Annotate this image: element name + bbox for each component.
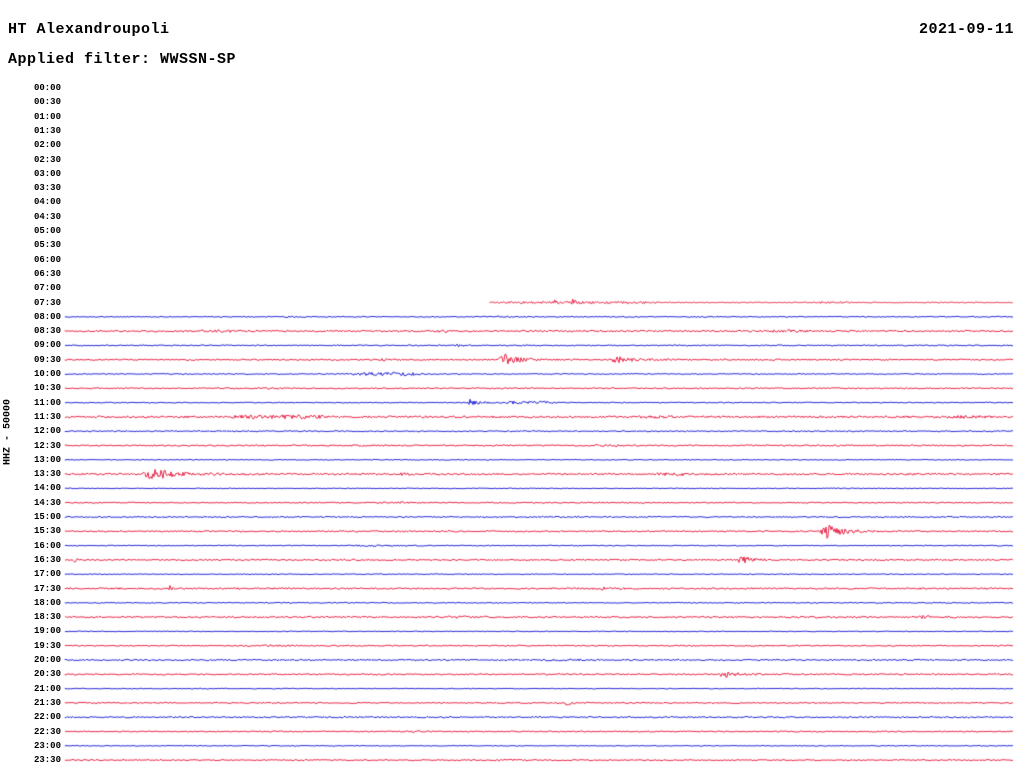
time-label: 00:00 (33, 83, 61, 93)
time-label: 17:30 (33, 584, 61, 594)
time-label: 08:00 (33, 312, 61, 322)
time-label: 14:30 (33, 498, 61, 508)
time-label: 17:00 (33, 569, 61, 579)
time-label: 20:30 (33, 669, 61, 679)
filter-label: Applied filter: WWSSN-SP (8, 51, 237, 68)
time-label: 13:30 (33, 469, 61, 479)
time-label: 02:00 (33, 140, 61, 150)
time-label: 02:30 (33, 155, 61, 165)
time-label: 03:00 (33, 169, 61, 179)
time-label: 06:00 (33, 255, 61, 265)
time-label: 21:00 (33, 684, 61, 694)
time-label: 00:30 (33, 97, 61, 107)
time-label: 10:30 (33, 383, 61, 393)
time-label: 09:30 (33, 355, 61, 365)
time-label: 23:30 (33, 755, 61, 765)
time-label: 01:30 (33, 126, 61, 136)
time-label: 05:00 (33, 226, 61, 236)
date-label: 2021-09-11 (918, 21, 1014, 38)
time-label: 13:00 (33, 455, 61, 465)
time-label: 11:30 (33, 412, 61, 422)
time-label: 23:00 (33, 741, 61, 751)
time-label: 16:30 (33, 555, 61, 565)
time-label: 07:30 (33, 298, 61, 308)
time-label: 10:00 (33, 369, 61, 379)
time-label: 15:00 (33, 512, 61, 522)
time-label: 18:30 (33, 612, 61, 622)
time-label: 04:30 (33, 212, 61, 222)
station-title: HT Alexandroupoli (8, 21, 170, 38)
time-label: 07:00 (33, 283, 61, 293)
time-label: 22:30 (33, 727, 61, 737)
time-label: 06:30 (33, 269, 61, 279)
time-label: 18:00 (33, 598, 61, 608)
time-label: 08:30 (33, 326, 61, 336)
time-label: 14:00 (33, 483, 61, 493)
time-label: 19:30 (33, 641, 61, 651)
time-label: 12:00 (33, 426, 61, 436)
time-label: 15:30 (33, 526, 61, 536)
time-label: 04:00 (33, 197, 61, 207)
time-label: 03:30 (33, 183, 61, 193)
time-label: 22:00 (33, 712, 61, 722)
time-label: 12:30 (33, 441, 61, 451)
time-label: 16:00 (33, 541, 61, 551)
time-label: 19:00 (33, 626, 61, 636)
time-label: 09:00 (33, 340, 61, 350)
time-label: 21:30 (33, 698, 61, 708)
time-label: 11:00 (33, 398, 61, 408)
time-label: 20:00 (33, 655, 61, 665)
time-label: 05:30 (33, 240, 61, 250)
time-label: 01:00 (33, 112, 61, 122)
